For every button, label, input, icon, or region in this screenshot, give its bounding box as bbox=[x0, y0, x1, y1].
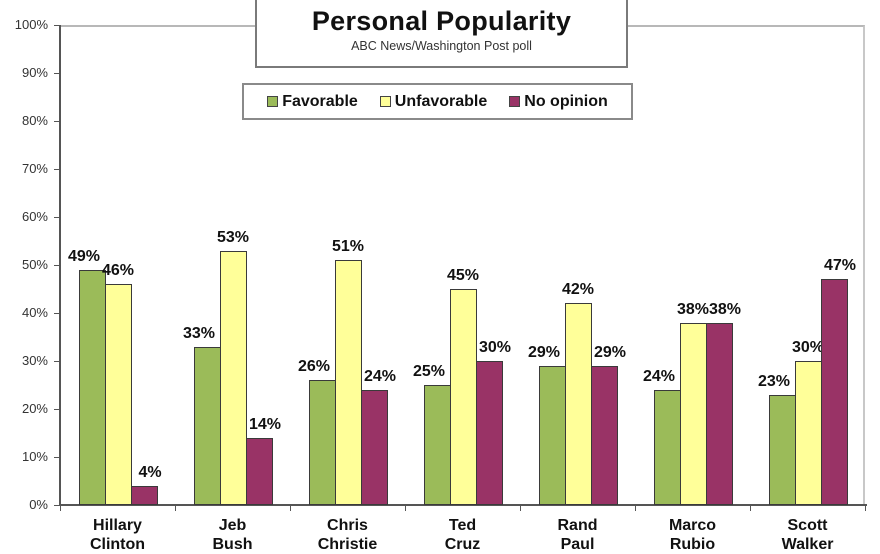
x-category-label: Jeb Bush bbox=[212, 517, 253, 553]
bar-unfavorable bbox=[220, 250, 247, 505]
bar-unfavorable bbox=[450, 289, 477, 505]
data-label: 33% bbox=[182, 324, 216, 342]
y-tick-label: 40% bbox=[21, 305, 48, 320]
bar-unfavorable bbox=[105, 284, 132, 505]
y-tick-label: 70% bbox=[21, 161, 48, 176]
x-category-label: Ted Cruz bbox=[444, 517, 481, 553]
data-label: 42% bbox=[561, 281, 595, 299]
y-tick-label: 0% bbox=[29, 497, 48, 512]
y-tick-mark bbox=[54, 505, 60, 506]
y-tick-label: 10% bbox=[21, 449, 48, 464]
y-tick-label: 60% bbox=[21, 209, 48, 224]
x-tick-mark bbox=[520, 505, 521, 511]
title-box: Personal Popularity ABC News/Washington … bbox=[255, 0, 628, 68]
bar-no-opinion bbox=[361, 389, 388, 505]
legend: Favorable Unfavorable No opinion bbox=[242, 83, 633, 120]
favorable-swatch-icon bbox=[267, 96, 279, 107]
data-label: 30% bbox=[478, 339, 512, 356]
y-tick-label: 90% bbox=[21, 65, 48, 80]
y-tick-mark bbox=[54, 121, 60, 122]
y-tick-mark bbox=[54, 25, 60, 26]
chart-container: 0% 10% 20% 30% 40% 50% 60% 70% 80% 90% 100% 49% 46%… bbox=[14, 0, 867, 553]
y-axis bbox=[59, 25, 61, 506]
y-tick-mark bbox=[54, 73, 60, 74]
bar-unfavorable bbox=[680, 322, 707, 505]
y-tick-mark bbox=[54, 265, 60, 266]
data-label: 53% bbox=[216, 228, 250, 246]
bar-unfavorable bbox=[335, 260, 362, 505]
bar-unfavorable bbox=[565, 303, 592, 505]
data-label: 45% bbox=[446, 267, 480, 284]
no-opinion-swatch-icon bbox=[509, 96, 521, 107]
data-label: 46% bbox=[101, 262, 135, 280]
y-tick-mark bbox=[54, 361, 60, 362]
y-tick-mark bbox=[54, 313, 60, 314]
bar-no-opinion bbox=[706, 322, 733, 505]
data-label: 14% bbox=[248, 415, 282, 433]
x-tick-mark bbox=[750, 505, 751, 511]
legend-label: Unfavorable bbox=[394, 92, 488, 110]
bar-no-opinion bbox=[246, 437, 273, 505]
data-label: 24% bbox=[363, 367, 397, 385]
legend-item-unfavorable: Unfavorable bbox=[379, 92, 488, 111]
x-tick-mark bbox=[175, 505, 176, 511]
bar-no-opinion bbox=[591, 365, 618, 505]
legend-label: Favorable bbox=[282, 92, 358, 110]
data-label: 29% bbox=[527, 343, 561, 361]
legend-item-no-opinion: No opinion bbox=[509, 93, 608, 111]
x-category-label: Chris Christie bbox=[317, 517, 378, 553]
y-tick-mark bbox=[54, 457, 60, 458]
y-tick-mark bbox=[54, 409, 60, 410]
data-label: 47% bbox=[823, 257, 857, 275]
bar-no-opinion bbox=[821, 279, 848, 505]
x-category-label: Hillary Clinton bbox=[89, 517, 146, 553]
x-category-label: Rand Paul bbox=[557, 517, 598, 553]
bar-no-opinion bbox=[131, 485, 158, 505]
data-label: 24% bbox=[642, 367, 676, 385]
data-label: 49% bbox=[67, 247, 101, 265]
data-label: 51% bbox=[331, 238, 365, 256]
bar-favorable bbox=[654, 389, 681, 505]
x-tick-mark bbox=[405, 505, 406, 511]
bar-favorable bbox=[769, 394, 796, 505]
y-tick-label: 100% bbox=[14, 17, 48, 32]
y-tick-label: 50% bbox=[21, 257, 48, 272]
x-category-label: Marco Rubio bbox=[668, 517, 717, 553]
y-tick-label: 80% bbox=[21, 113, 48, 128]
bar-no-opinion bbox=[476, 361, 503, 505]
bar-favorable bbox=[424, 385, 451, 505]
data-label: 25% bbox=[412, 363, 446, 380]
data-label: 23% bbox=[757, 372, 791, 390]
y-tick-label: 30% bbox=[21, 353, 48, 368]
data-label: 30% bbox=[791, 339, 825, 356]
x-category-label: Scott Walker bbox=[781, 517, 834, 553]
legend-label: No opinion bbox=[524, 92, 608, 110]
x-tick-mark bbox=[635, 505, 636, 511]
chart-title: Personal Popularity bbox=[311, 6, 572, 36]
bar-favorable bbox=[309, 380, 336, 505]
y-tick-mark bbox=[54, 217, 60, 218]
legend-item-favorable: Favorable bbox=[267, 93, 358, 111]
bar-favorable bbox=[79, 269, 106, 505]
x-tick-mark bbox=[290, 505, 291, 511]
bar-unfavorable bbox=[795, 361, 822, 505]
x-axis bbox=[59, 504, 867, 506]
data-label: 26% bbox=[297, 358, 331, 376]
chart-subtitle: ABC News/Washington Post poll bbox=[351, 39, 532, 53]
data-label: 29% bbox=[593, 343, 627, 361]
y-tick-mark bbox=[54, 169, 60, 170]
data-label: 4% bbox=[138, 463, 162, 481]
data-label: 38% bbox=[676, 300, 710, 318]
bar-favorable bbox=[194, 346, 221, 505]
bar-favorable bbox=[539, 365, 566, 505]
x-tick-mark bbox=[60, 505, 61, 511]
unfavorable-swatch-icon bbox=[379, 96, 391, 107]
y-tick-label: 20% bbox=[21, 401, 48, 416]
x-tick-mark bbox=[865, 505, 866, 511]
data-label: 38% bbox=[708, 300, 742, 318]
